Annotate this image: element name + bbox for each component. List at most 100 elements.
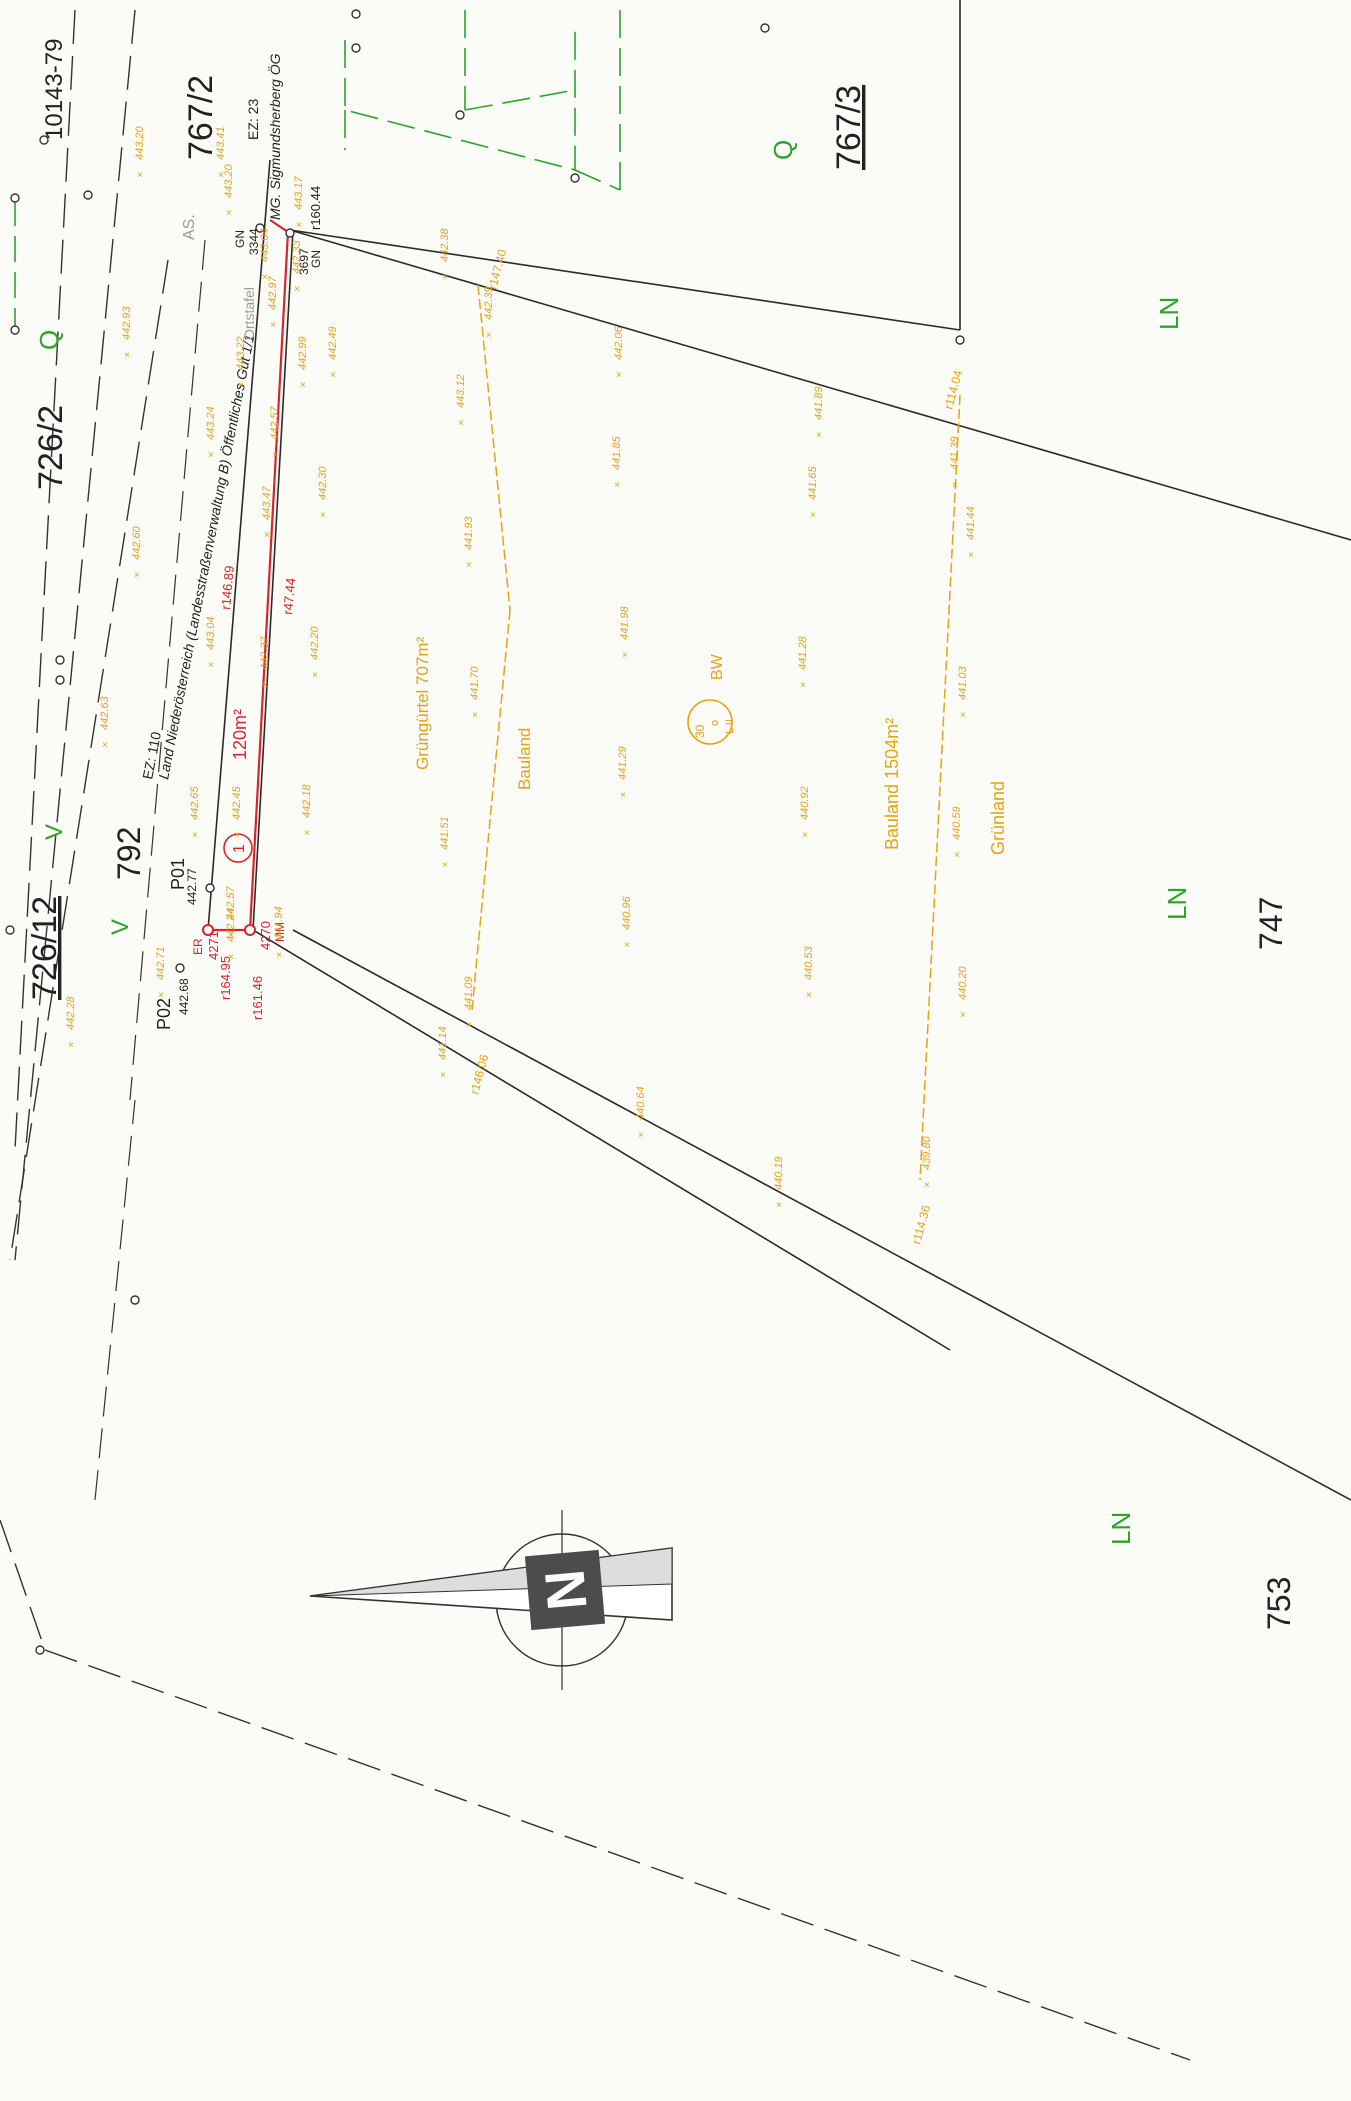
spot-height-value: 442.06	[613, 325, 625, 360]
spot-height-value: 442.28	[65, 995, 77, 1030]
zone-bauland-area: Bauland 1504m²	[882, 718, 902, 850]
spot-height-value: 440.20	[957, 965, 969, 1000]
spot-height-value: 441.29	[617, 746, 629, 780]
dist-r164-95: r164.95	[218, 956, 233, 1000]
spot-height-mark: ×	[614, 480, 620, 491]
parcel-marker-1	[223, 833, 253, 863]
zoning-lines	[471, 284, 961, 1181]
label-p02: P02	[154, 998, 174, 1030]
label-4271: 4271	[206, 931, 221, 960]
landuse-v-top: V	[41, 824, 68, 840]
spot-height-mark: ×	[228, 930, 234, 941]
spot-height-value: 443.17	[293, 175, 305, 210]
label-4270: 4270	[258, 921, 273, 950]
landuse-ln-3: LN	[1106, 1512, 1136, 1545]
parcel-753: 753	[1261, 1577, 1297, 1630]
spot-height-mark: ×	[638, 1130, 644, 1141]
spot-height-value: 441.65	[807, 465, 819, 500]
label-er: ER	[191, 938, 205, 955]
landuse-ln-2: LN	[1162, 887, 1192, 920]
spot-height-value: 440.53	[803, 945, 815, 980]
dist-r114-36: r114.36	[909, 1203, 933, 1245]
spot-height-value: 441.89	[813, 386, 825, 420]
spot-height-mark: ×	[270, 320, 276, 331]
spot-height-mark: ×	[137, 170, 143, 181]
spot-height-value: 441.98	[619, 605, 631, 640]
spot-height-value: 442.33	[291, 239, 303, 274]
spot-height-mark: ×	[272, 450, 278, 461]
label-3344: 3344	[247, 228, 261, 255]
dist-r146-89: r146.89	[218, 565, 237, 610]
spot-height-mark: ×	[952, 480, 958, 491]
spot-height-value: 441.93	[463, 515, 475, 550]
spot-height-mark: ×	[776, 1200, 782, 1211]
dist-r114-04: r114.04	[941, 368, 965, 410]
spot-height-mark: ×	[134, 570, 140, 581]
spot-height-mark: ×	[102, 740, 108, 751]
label-as: AS.	[181, 214, 198, 240]
parcel-747: 747	[1253, 897, 1289, 950]
spot-height-value: 442.99	[297, 336, 309, 370]
spot-height-mark: ×	[228, 952, 234, 963]
zone-o: o	[709, 720, 721, 726]
spot-height-mark: ×	[960, 710, 966, 721]
label-3697: 3697	[297, 248, 311, 275]
spot-height-value: 442.20	[309, 625, 321, 660]
spot-height-value: 441.44	[965, 506, 977, 540]
spot-height-mark: ×	[802, 830, 808, 841]
dist-r160-44: r160.44	[308, 186, 323, 230]
spot-height-value: 443.41	[215, 126, 227, 160]
spot-height-value: 443.24	[205, 406, 217, 440]
upper-ez: EZ: 23	[245, 99, 261, 140]
landuse-q-left: Q	[34, 330, 64, 350]
spot-height-mark: ×	[806, 990, 812, 1001]
dist-r146-06: r146.06	[467, 1053, 491, 1096]
label-p01-h: 442.77	[185, 868, 199, 905]
spot-height-value: 442.37	[259, 635, 271, 670]
parcel-10143-79: 10143-79	[41, 39, 68, 140]
spot-height-mark: ×	[466, 560, 472, 571]
spot-height-mark: ×	[312, 670, 318, 681]
label-gn-lower: GN	[309, 250, 323, 268]
spot-height-value: 443.20	[223, 163, 235, 198]
spot-height-mark: ×	[262, 272, 268, 283]
spot-height-mark: ×	[924, 1180, 930, 1191]
landuse-q-right: Q	[768, 140, 798, 160]
spot-height-value: 441.14	[437, 1026, 449, 1060]
landuse-v-mid: V	[107, 919, 134, 935]
upper-owner: MG. Sigmundsherberg ÖG	[266, 53, 283, 220]
spot-height-mark: ×	[218, 170, 224, 181]
spot-height-mark: ×	[442, 272, 448, 283]
label-gn-upper: GN	[233, 230, 247, 248]
spot-height-value: 442.63	[99, 695, 111, 730]
spot-height-mark: ×	[330, 370, 336, 381]
spot-height-mark: ×	[238, 380, 244, 391]
spot-height-mark: ×	[968, 550, 974, 561]
spot-height-mark: ×	[124, 350, 130, 361]
spot-height-mark: ×	[296, 220, 302, 231]
spot-height-value: 441.70	[469, 665, 481, 700]
dashed-boundaries	[0, 9, 1191, 2061]
spot-height-value: 442.65	[189, 785, 201, 820]
label-ortstafel: Ortstafel	[241, 287, 257, 340]
dist-r147-40: r147.40	[485, 248, 509, 291]
label-mm: MM	[273, 922, 287, 942]
spot-height-mark: ×	[262, 680, 268, 691]
spot-height-value: 442.57	[225, 885, 237, 920]
spot-height-mark: ×	[226, 208, 232, 219]
zone-bauland-upper: Bauland	[515, 728, 534, 790]
red-points	[202, 924, 256, 936]
spot-height-mark: ×	[440, 1070, 446, 1081]
svg-text:N: N	[532, 1567, 598, 1613]
label-p01: P01	[168, 858, 188, 890]
zone-30: 30	[693, 724, 707, 738]
spot-height-mark: ×	[320, 510, 326, 521]
spot-height-mark: ×	[624, 940, 630, 951]
landuse-ln-1: LN	[1154, 297, 1184, 330]
spot-height-mark: ×	[300, 380, 306, 391]
spot-height-mark: ×	[208, 660, 214, 671]
spot-height-mark: ×	[68, 1040, 74, 1051]
parcel-767-2: 767/2	[182, 75, 220, 160]
spot-height-mark: ×	[234, 830, 240, 841]
